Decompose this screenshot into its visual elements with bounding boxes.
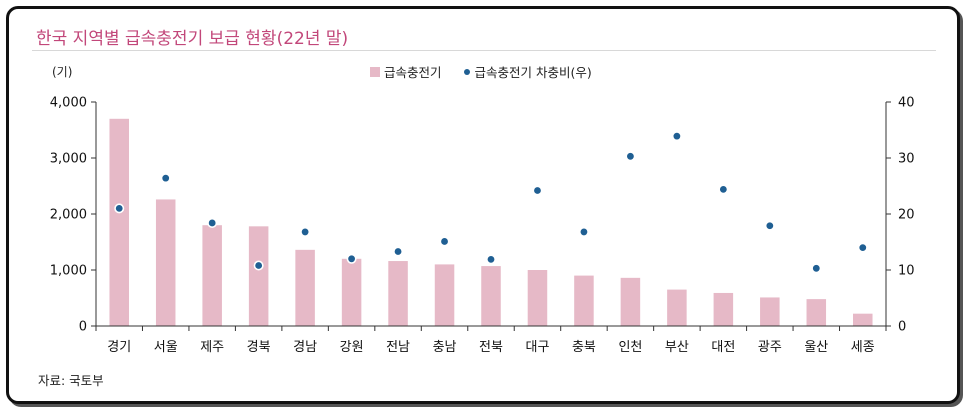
x-tick-label-6: 전남 (386, 340, 410, 355)
bar-16 (853, 313, 873, 326)
legend-dots-label: 급속충전기 차충비(우) (474, 65, 592, 80)
legend-item-bars: 급속충전기 (370, 62, 442, 81)
x-tick-label-13: 대전 (711, 340, 735, 355)
dot-2 (207, 217, 218, 228)
dot-15 (811, 263, 822, 274)
x-tick-label-2: 제주 (200, 340, 224, 355)
bar-6 (388, 261, 408, 326)
bar-14 (760, 297, 780, 326)
dot-13 (718, 184, 729, 195)
left-tick-label-3: 3,000 (50, 152, 87, 167)
x-tick-label-4: 경남 (293, 340, 317, 355)
right-tick-label-2: 20 (898, 208, 915, 223)
x-tick-label-16: 세종 (851, 340, 875, 355)
left-axis-unit: (기) (52, 65, 73, 79)
legend-bar-swatch (370, 66, 380, 77)
dot-10 (578, 226, 589, 237)
legend-item-dots: 급속충전기 차충비(우) (463, 62, 592, 81)
bar-0 (109, 118, 129, 326)
bar-2 (202, 225, 222, 326)
dot-1 (160, 173, 171, 184)
x-tick-label-9: 대구 (526, 340, 550, 355)
bar-4 (295, 249, 315, 326)
legend-dot-swatch (463, 68, 470, 75)
x-tick-label-1: 서울 (154, 340, 178, 355)
dot-11 (625, 151, 636, 162)
bar-3 (248, 226, 269, 326)
x-tick-label-12: 부산 (665, 340, 689, 355)
dot-8 (485, 254, 496, 265)
left-tick-label-2: 2,000 (50, 208, 87, 223)
right-tick-label-3: 30 (898, 152, 915, 167)
bar-1 (155, 199, 176, 326)
bar-7 (434, 264, 455, 326)
bar-9 (527, 270, 548, 326)
legend-bars-label: 급속충전기 (384, 65, 442, 80)
dot-5 (346, 253, 357, 264)
dot-4 (300, 226, 311, 237)
x-tick-label-3: 경북 (247, 340, 271, 355)
dot-7 (439, 236, 450, 247)
chart-legend: 급속충전기 급속충전기 차충비(우) (370, 62, 614, 81)
source-note: 자료: 국토부 (38, 373, 104, 388)
dot-16 (857, 242, 868, 253)
dot-3 (253, 260, 264, 271)
bar-8 (481, 266, 501, 326)
right-tick-label-0: 0 (898, 320, 906, 335)
x-tick-label-7: 충남 (433, 340, 457, 355)
right-tick-label-4: 40 (898, 96, 915, 111)
dot-0 (114, 203, 125, 214)
chart-title: 한국 지역별 급속충전기 보급 현황(22년 말) (36, 29, 349, 49)
x-tick-label-11: 인천 (618, 340, 642, 355)
left-tick-label-1: 1,000 (50, 264, 87, 279)
bar-13 (713, 292, 734, 326)
title-divider (32, 50, 936, 51)
x-tick-label-10: 충북 (572, 340, 596, 355)
dot-14 (764, 220, 775, 231)
left-tick-label-4: 4,000 (50, 96, 87, 111)
x-tick-label-14: 광주 (758, 340, 782, 355)
dot-9 (532, 185, 543, 196)
dot-12 (671, 131, 682, 142)
dot-6 (393, 246, 404, 257)
bar-10 (574, 275, 594, 326)
x-tick-label-0: 경기 (107, 340, 131, 355)
bar-5 (341, 258, 362, 326)
bar-11 (620, 277, 641, 326)
x-tick-label-15: 울산 (804, 340, 828, 355)
x-tick-label-8: 전북 (479, 340, 503, 355)
right-tick-label-1: 10 (898, 264, 915, 279)
bar-12 (667, 289, 687, 326)
x-tick-label-5: 강원 (340, 340, 364, 355)
bar-15 (806, 299, 827, 326)
left-tick-label-0: 0 (79, 320, 87, 335)
